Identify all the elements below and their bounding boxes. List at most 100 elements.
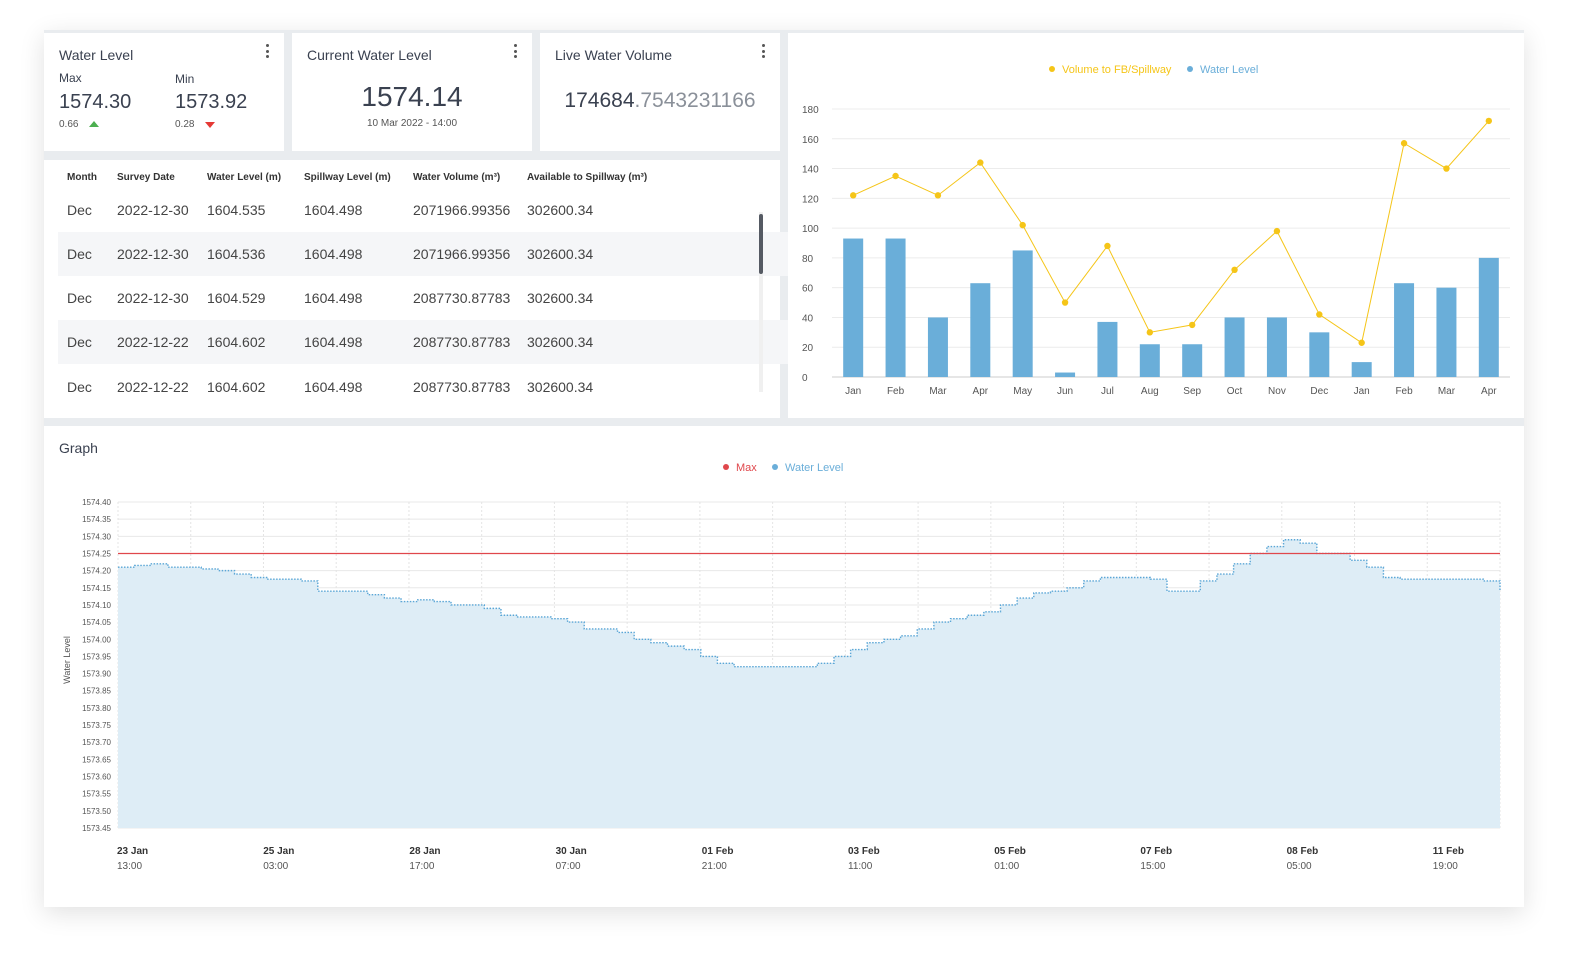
cell-spillway-level: 1604.498 — [304, 334, 363, 350]
cell-survey-date: 2022-12-22 — [117, 379, 189, 395]
min-delta: 0.28 — [175, 119, 195, 130]
y-tick-label: 1574.35 — [82, 515, 111, 524]
legend-marker-water-level — [772, 464, 778, 470]
cell-spillway-level: 1604.498 — [304, 290, 363, 306]
current-water-level-title: Current Water Level — [307, 47, 432, 63]
cell-water-volume: 2071966.99356 — [413, 246, 511, 262]
min-label: Min — [175, 72, 195, 86]
y-tick-label: 1574.15 — [82, 584, 111, 593]
survey-table-card: Month Survey Date Water Level (m) Spillw… — [44, 160, 791, 418]
x-tick-label: Nov — [1268, 386, 1286, 397]
cell-water-volume: 2087730.87783 — [413, 334, 511, 350]
bar — [1478, 257, 1499, 377]
x-tick-label: Feb — [1395, 386, 1413, 397]
y-tick-label: 120 — [802, 194, 819, 205]
line-point — [1316, 311, 1323, 318]
line-point — [892, 172, 899, 180]
x-tick-label: Apr — [973, 386, 989, 397]
x-tick-time: 19:00 — [1433, 861, 1458, 872]
x-tick-time: 03:00 — [263, 861, 288, 872]
bar — [885, 238, 906, 377]
table-row[interactable]: Dec 2022-12-30 1604.536 1604.498 2071966… — [58, 232, 791, 276]
water-level-menu-icon[interactable] — [266, 44, 270, 58]
table-row[interactable]: Dec 2022-12-22 1604.602 1604.498 2087730… — [58, 365, 791, 409]
arrow-down-icon — [205, 122, 215, 128]
bar — [1182, 344, 1203, 377]
y-tick-label: 1574.05 — [82, 618, 111, 627]
bar — [1055, 372, 1076, 377]
table-scrollbar-thumb[interactable] — [759, 214, 763, 274]
x-tick-label: Dec — [1310, 386, 1328, 397]
line-point — [1061, 299, 1069, 306]
current-level-timestamp: 10 Mar 2022 - 14:00 — [366, 118, 458, 129]
graph-card: Graph 1574.40 1574.35 1574.30 1574.25 1574.2… — [44, 426, 1524, 907]
cell-survey-date: 2022-12-22 — [117, 334, 189, 350]
y-tick-label: 1573.75 — [82, 721, 111, 730]
y-tick-label: 1574.25 — [82, 549, 111, 558]
y-tick-label: 1573.60 — [82, 773, 111, 782]
y-tick-label: 0 — [802, 373, 808, 384]
x-tick-label: Jul — [1101, 386, 1114, 397]
y-tick-label: 1573.70 — [82, 738, 111, 747]
table-row[interactable]: Dec 2022-12-30 1604.529 1604.498 2087730… — [58, 276, 791, 320]
line-point — [1104, 242, 1111, 250]
x-tick-time: 17:00 — [409, 861, 434, 872]
line-point — [849, 192, 857, 199]
x-tick-date: 11 Feb — [1433, 846, 1464, 857]
x-tick-time: 07:00 — [556, 861, 581, 872]
y-tick-label: 1573.50 — [82, 807, 111, 816]
table-row[interactable]: Dec 2022-12-30 1604.535 1604.498 2071966… — [58, 188, 791, 232]
bar — [1436, 287, 1457, 377]
legend-marker-volume — [1049, 66, 1055, 72]
x-tick-time: 21:00 — [702, 861, 727, 872]
volume-menu-icon[interactable] — [762, 44, 766, 58]
monthly-chart-card: 0 20 40 60 80 100 120 140 160 180 Jan Feb Mar Apr May J… — [788, 33, 1524, 418]
x-tick-label: Aug — [1141, 386, 1159, 397]
current-water-level-card: Current Water Level 1574.14 10 Mar 2022 … — [292, 33, 532, 151]
bar — [1309, 332, 1330, 377]
bar — [1394, 283, 1415, 377]
x-tick-label: Mar — [1438, 386, 1456, 397]
y-tick-label: 100 — [802, 224, 819, 235]
x-tick-date: 07 Feb — [1140, 846, 1172, 857]
x-tick-label: Apr — [1481, 386, 1497, 397]
y-tick-label: 1573.80 — [82, 704, 111, 713]
cell-water-level: 1604.529 — [207, 290, 266, 306]
x-tick-label: Mar — [929, 386, 947, 397]
bar — [1266, 317, 1287, 377]
cell-month: Dec — [67, 290, 92, 306]
water-level-card: Water Level Max 1574.30 0.66 Min 1573.92… — [44, 33, 284, 151]
cell-survey-date: 2022-12-30 — [117, 202, 189, 218]
monthly-chart: 0 20 40 60 80 100 120 140 160 180 Jan Feb Mar Apr May J… — [802, 64, 1510, 397]
legend-marker-max — [723, 464, 729, 470]
y-tick-label: 60 — [802, 284, 814, 295]
y-tick-label: 1574.30 — [82, 532, 111, 541]
legend-label-water-level: Water Level — [785, 462, 843, 474]
cell-available: 302600.34 — [527, 246, 594, 262]
x-tick-label: Oct — [1227, 386, 1243, 397]
y-tick-label: 1573.95 — [82, 652, 111, 661]
cell-water-volume: 2071966.99356 — [413, 202, 511, 218]
line-point — [1146, 329, 1154, 336]
table-scrollbar-track[interactable] — [759, 212, 763, 392]
cell-month: Dec — [67, 202, 92, 218]
legend-label-volume: Volume to FB/Spillway — [1062, 64, 1172, 76]
line-point — [1443, 165, 1450, 172]
live-water-volume-card: Live Water Volume 174684.7543231166 — [540, 33, 780, 151]
line-point — [1019, 221, 1026, 229]
x-tick-date: 05 Feb — [994, 846, 1026, 857]
water-level-area — [118, 539, 1500, 828]
bar — [1097, 321, 1118, 377]
current-level-value: 1574.14 — [361, 81, 463, 112]
cell-water-volume: 2087730.87783 — [413, 290, 511, 306]
line-point — [1358, 339, 1365, 346]
x-tick-time: 13:00 — [117, 861, 142, 872]
cell-spillway-level: 1604.498 — [304, 246, 363, 262]
line-point — [1188, 321, 1196, 329]
table-row[interactable]: Dec 2022-12-22 1604.602 1604.498 2087730… — [58, 320, 791, 364]
x-tick-date: 25 Jan — [263, 846, 294, 857]
current-level-menu-icon[interactable] — [514, 44, 518, 58]
line-point — [1273, 227, 1281, 235]
cell-water-level: 1604.602 — [207, 379, 266, 395]
line-point — [1400, 140, 1408, 147]
